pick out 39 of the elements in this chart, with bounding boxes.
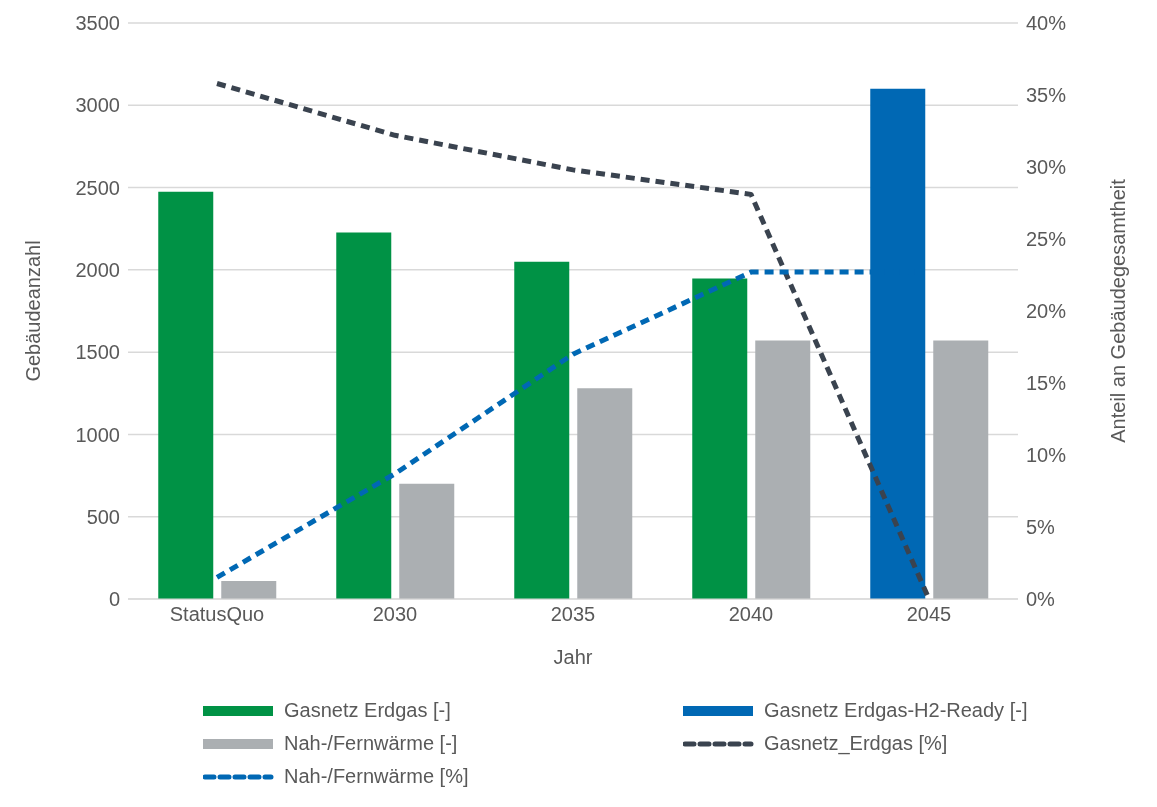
legend-label: Gasnetz Erdgas-H2-Ready [-]	[764, 699, 1028, 722]
y2-tick-label: 10%	[1026, 444, 1067, 467]
y2-tick-label: 30%	[1026, 156, 1067, 179]
y-tick-label: 1500	[75, 341, 120, 364]
bar	[577, 388, 633, 599]
bar	[692, 278, 748, 599]
y2-tick-label: 0%	[1026, 588, 1056, 611]
bar	[933, 340, 989, 599]
y2-tick-label: 20%	[1026, 300, 1067, 323]
y-tick-label: 2500	[75, 176, 120, 199]
bar	[755, 340, 811, 599]
y-tick-label: 3500	[75, 12, 120, 35]
x-axis-title: Jahr	[553, 646, 593, 668]
x-tick-label: StatusQuo	[169, 603, 265, 626]
y-tick-label: 0	[108, 588, 120, 611]
bar	[221, 580, 277, 599]
x-tick-label: 2040	[728, 603, 774, 626]
legend-label: Nah-/Fernwärme [%]	[284, 765, 469, 788]
y-tick-label: 500	[86, 505, 120, 528]
y2-axis-title: Anteil an Gebäudegesamtheit	[1107, 178, 1130, 443]
y2-tick-label: 40%	[1026, 12, 1067, 35]
bar	[399, 483, 455, 599]
x-tick-label: 2030	[372, 603, 418, 626]
bar	[336, 232, 392, 599]
legend-label: Gasnetz_Erdgas [%]	[764, 732, 948, 755]
y2-tick-label: 5%	[1026, 516, 1056, 539]
y2-tick-label: 25%	[1026, 228, 1067, 251]
bar	[514, 261, 570, 599]
y-tick-label: 3000	[75, 94, 120, 117]
y-tick-label: 2000	[75, 258, 120, 281]
bar	[158, 191, 214, 599]
y-tick-label: 1000	[75, 423, 120, 446]
legend-label: Nah-/Fernwärme [-]	[284, 732, 458, 755]
x-tick-label: 2035	[550, 603, 596, 626]
legend-label: Gasnetz Erdgas [-]	[284, 699, 451, 722]
y2-tick-label: 35%	[1026, 84, 1067, 107]
y-axis-title: Gebäudeanzahl	[22, 240, 45, 382]
x-tick-label: 2045	[906, 603, 952, 626]
y2-tick-label: 15%	[1026, 372, 1067, 395]
